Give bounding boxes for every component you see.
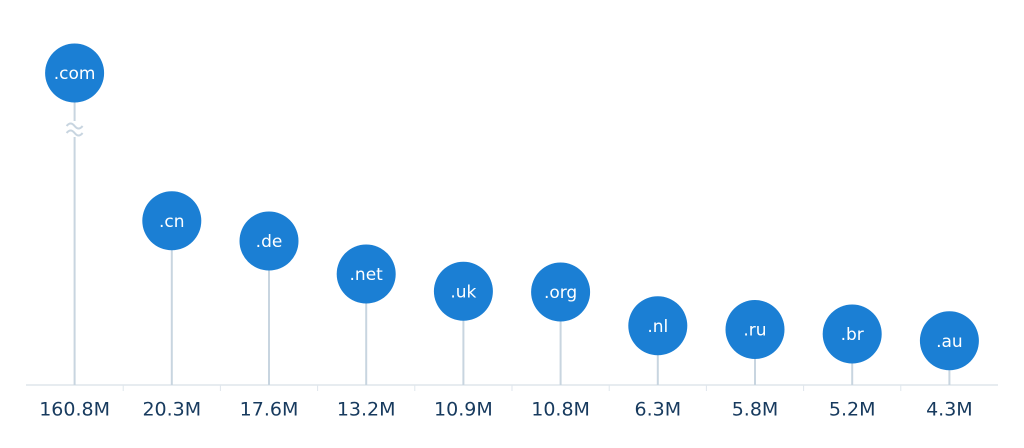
category-label: .uk — [450, 282, 476, 302]
lollipop-head — [142, 191, 202, 251]
value-label: 20.3M — [142, 399, 201, 421]
category-label: .nl — [647, 317, 668, 337]
value-label: 5.2M — [829, 399, 876, 421]
category-label: .de — [256, 232, 283, 252]
lollipop-head — [531, 262, 591, 322]
value-label: 13.2M — [337, 399, 396, 421]
lollipop-head — [239, 211, 299, 271]
category-label: .com — [54, 64, 96, 84]
lollipop-head — [919, 311, 979, 371]
lollipop-head — [45, 43, 105, 103]
category-label: .au — [936, 332, 963, 352]
category-label: .ru — [743, 321, 766, 341]
break-gap — [66, 121, 83, 137]
lollipop-head — [336, 244, 396, 304]
lollipop-head — [628, 296, 688, 356]
value-label: 10.8M — [531, 399, 590, 421]
value-label: 5.8M — [732, 399, 779, 421]
value-label: 4.3M — [926, 399, 973, 421]
value-label: 17.6M — [240, 399, 299, 421]
lollipop-head — [822, 304, 882, 364]
category-label: .net — [350, 265, 384, 285]
category-label: .br — [841, 325, 864, 345]
break-mark — [65, 122, 84, 137]
lollipop-head — [433, 261, 493, 321]
value-label: 6.3M — [634, 399, 681, 421]
value-label: 10.9M — [434, 399, 493, 421]
category-label: .cn — [159, 212, 185, 232]
value-label: 160.8M — [39, 399, 110, 421]
lollipop-head — [725, 300, 785, 359]
category-label: .org — [544, 283, 577, 303]
